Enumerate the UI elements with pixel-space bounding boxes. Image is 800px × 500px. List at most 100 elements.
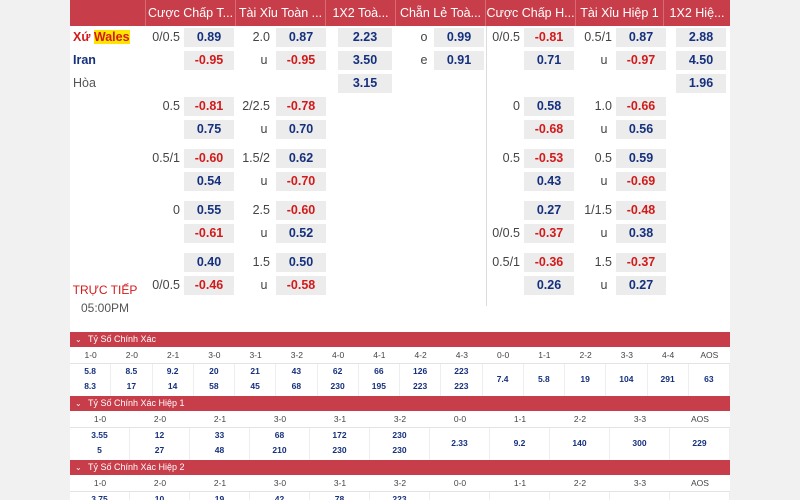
odds-value[interactable]: 0.71	[524, 51, 574, 70]
odds-value[interactable]: 0.54	[184, 172, 234, 191]
odds-value[interactable]: 0.91	[434, 51, 484, 70]
odds-value[interactable]: 8.3	[84, 381, 97, 391]
odds-value[interactable]: 63	[704, 374, 714, 384]
odds-value[interactable]: 7.4	[496, 374, 509, 384]
odds-value[interactable]: 2.88	[676, 28, 726, 47]
odds-value[interactable]: 33	[214, 430, 225, 440]
score-odds-cell[interactable]: 68 210	[250, 428, 310, 460]
odds-value[interactable]: 223	[454, 366, 469, 376]
score-odds-cell[interactable]: 9.2 14	[153, 364, 194, 396]
score-odds-cell[interactable]: 61	[550, 492, 610, 500]
score-odds-cell[interactable]: 5.8	[524, 364, 565, 396]
odds-value[interactable]: -0.58	[276, 276, 326, 295]
score-odds-cell[interactable]: 87	[670, 492, 730, 500]
score-odds-cell[interactable]: 78143	[310, 492, 370, 500]
odds-value[interactable]: 0.59	[616, 149, 666, 168]
odds-value[interactable]: 0.89	[184, 28, 234, 47]
odds-value[interactable]: -0.81	[524, 28, 574, 47]
odds-value[interactable]: 9.2	[166, 366, 179, 376]
odds-value[interactable]: 223	[413, 381, 428, 391]
odds-value[interactable]: 104	[619, 374, 634, 384]
score-odds-cell[interactable]: 3.55 5	[70, 428, 130, 460]
score-odds-cell[interactable]: 20 58	[194, 364, 235, 396]
odds-value[interactable]: 66	[374, 366, 384, 376]
odds-value[interactable]: -0.61	[184, 224, 234, 243]
score-odds-cell[interactable]: 33 48	[190, 428, 250, 460]
odds-value[interactable]: 78	[334, 494, 345, 500]
odds-value[interactable]: -0.70	[276, 172, 326, 191]
odds-value[interactable]: -0.97	[616, 51, 666, 70]
score-odds-cell[interactable]: 2.33	[430, 428, 490, 460]
odds-value[interactable]: 140	[572, 438, 587, 448]
odds-value[interactable]: 0.40	[184, 253, 234, 272]
odds-value[interactable]: 58	[209, 381, 219, 391]
odds-value[interactable]: -0.78	[276, 97, 326, 116]
odds-value[interactable]: -0.68	[524, 120, 574, 139]
odds-value[interactable]: 0.43	[524, 172, 574, 191]
score-odds-cell[interactable]: 21 45	[235, 364, 277, 396]
score-odds-cell[interactable]: 43 68	[276, 364, 318, 396]
odds-value[interactable]: 291	[660, 374, 675, 384]
odds-value[interactable]: 230	[392, 445, 407, 455]
col-over-under-ft[interactable]: Tài Xỉu Toàn ...	[236, 0, 326, 26]
odds-value[interactable]: 5.8	[84, 366, 97, 376]
odds-value[interactable]: 4.50	[676, 51, 726, 70]
odds-value[interactable]: 12	[154, 430, 165, 440]
odds-value[interactable]: 230	[392, 430, 407, 440]
score-odds-cell[interactable]: 172 230	[310, 428, 370, 460]
col-1x2-ft[interactable]: 1X2 Toà...	[326, 0, 396, 26]
odds-value[interactable]: 210	[272, 445, 287, 455]
odds-value[interactable]: 0.55	[184, 201, 234, 220]
odds-value[interactable]: -0.95	[184, 51, 234, 70]
odds-value[interactable]: -0.48	[616, 201, 666, 220]
team-away[interactable]: Iran	[73, 53, 96, 67]
odds-value[interactable]: 27	[154, 445, 165, 455]
odds-value[interactable]: 17	[126, 381, 137, 391]
score-odds-cell[interactable]: 223230	[370, 492, 430, 500]
odds-value[interactable]: 5.8	[537, 374, 550, 384]
odds-value[interactable]: 0.27	[616, 276, 666, 295]
team-home[interactable]: Xứ Wales	[73, 30, 130, 44]
odds-value[interactable]: 126	[413, 366, 428, 376]
odds-value[interactable]: 195	[371, 381, 386, 391]
col-handicap-ft[interactable]: Cược Chấp T...	[146, 0, 236, 26]
odds-value[interactable]: 10	[154, 494, 165, 500]
odds-value[interactable]: 2.33	[451, 438, 468, 448]
odds-value[interactable]: 223	[454, 381, 469, 391]
col-over-under-h1[interactable]: Tài Xỉu Hiệp 1	[576, 0, 664, 26]
odds-value[interactable]: 230	[330, 381, 345, 391]
score-odds-cell[interactable]: 3.755	[70, 492, 130, 500]
score-odds-cell[interactable]: 1926	[190, 492, 250, 500]
odds-value[interactable]: 19	[580, 374, 590, 384]
score-odds-cell[interactable]: 66 195	[359, 364, 400, 396]
odds-value[interactable]: 0.70	[276, 120, 326, 139]
odds-value[interactable]: -0.60	[184, 149, 234, 168]
score-odds-cell[interactable]: 229	[670, 428, 730, 460]
score-odds-cell[interactable]: 42104	[250, 492, 310, 500]
odds-value[interactable]: 1.96	[676, 74, 726, 93]
odds-value[interactable]: -0.53	[524, 149, 574, 168]
score-odds-cell[interactable]: 19	[565, 364, 607, 396]
score-odds-cell[interactable]: 62 230	[318, 364, 359, 396]
odds-value[interactable]: -0.81	[184, 97, 234, 116]
score-odds-cell[interactable]: 6.9	[490, 492, 550, 500]
odds-value[interactable]: 19	[214, 494, 225, 500]
chevron-down-icon[interactable]: ⌄	[75, 399, 82, 408]
odds-value[interactable]: -0.66	[616, 97, 666, 116]
odds-value[interactable]: 230	[332, 445, 347, 455]
odds-value[interactable]: 172	[332, 430, 347, 440]
odds-value[interactable]: 43	[291, 366, 302, 376]
odds-value[interactable]: 229	[692, 438, 707, 448]
score-odds-cell[interactable]: 63	[689, 364, 730, 396]
odds-value[interactable]: 0.62	[276, 149, 326, 168]
odds-value[interactable]: -0.36	[524, 253, 574, 272]
odds-value[interactable]: 2.23	[338, 28, 392, 47]
section-header[interactable]: ⌄ Tỷ Số Chính Xác	[70, 332, 730, 347]
odds-value[interactable]: -0.69	[616, 172, 666, 191]
odds-value[interactable]: 3.15	[338, 74, 392, 93]
col-handicap-h1[interactable]: Cược Chấp H...	[486, 0, 576, 26]
section-header[interactable]: ⌄ Tỷ Số Chính Xác Hiệp 2	[70, 460, 730, 475]
odds-value[interactable]: 0.27	[524, 201, 574, 220]
score-odds-cell[interactable]: 12 27	[130, 428, 190, 460]
